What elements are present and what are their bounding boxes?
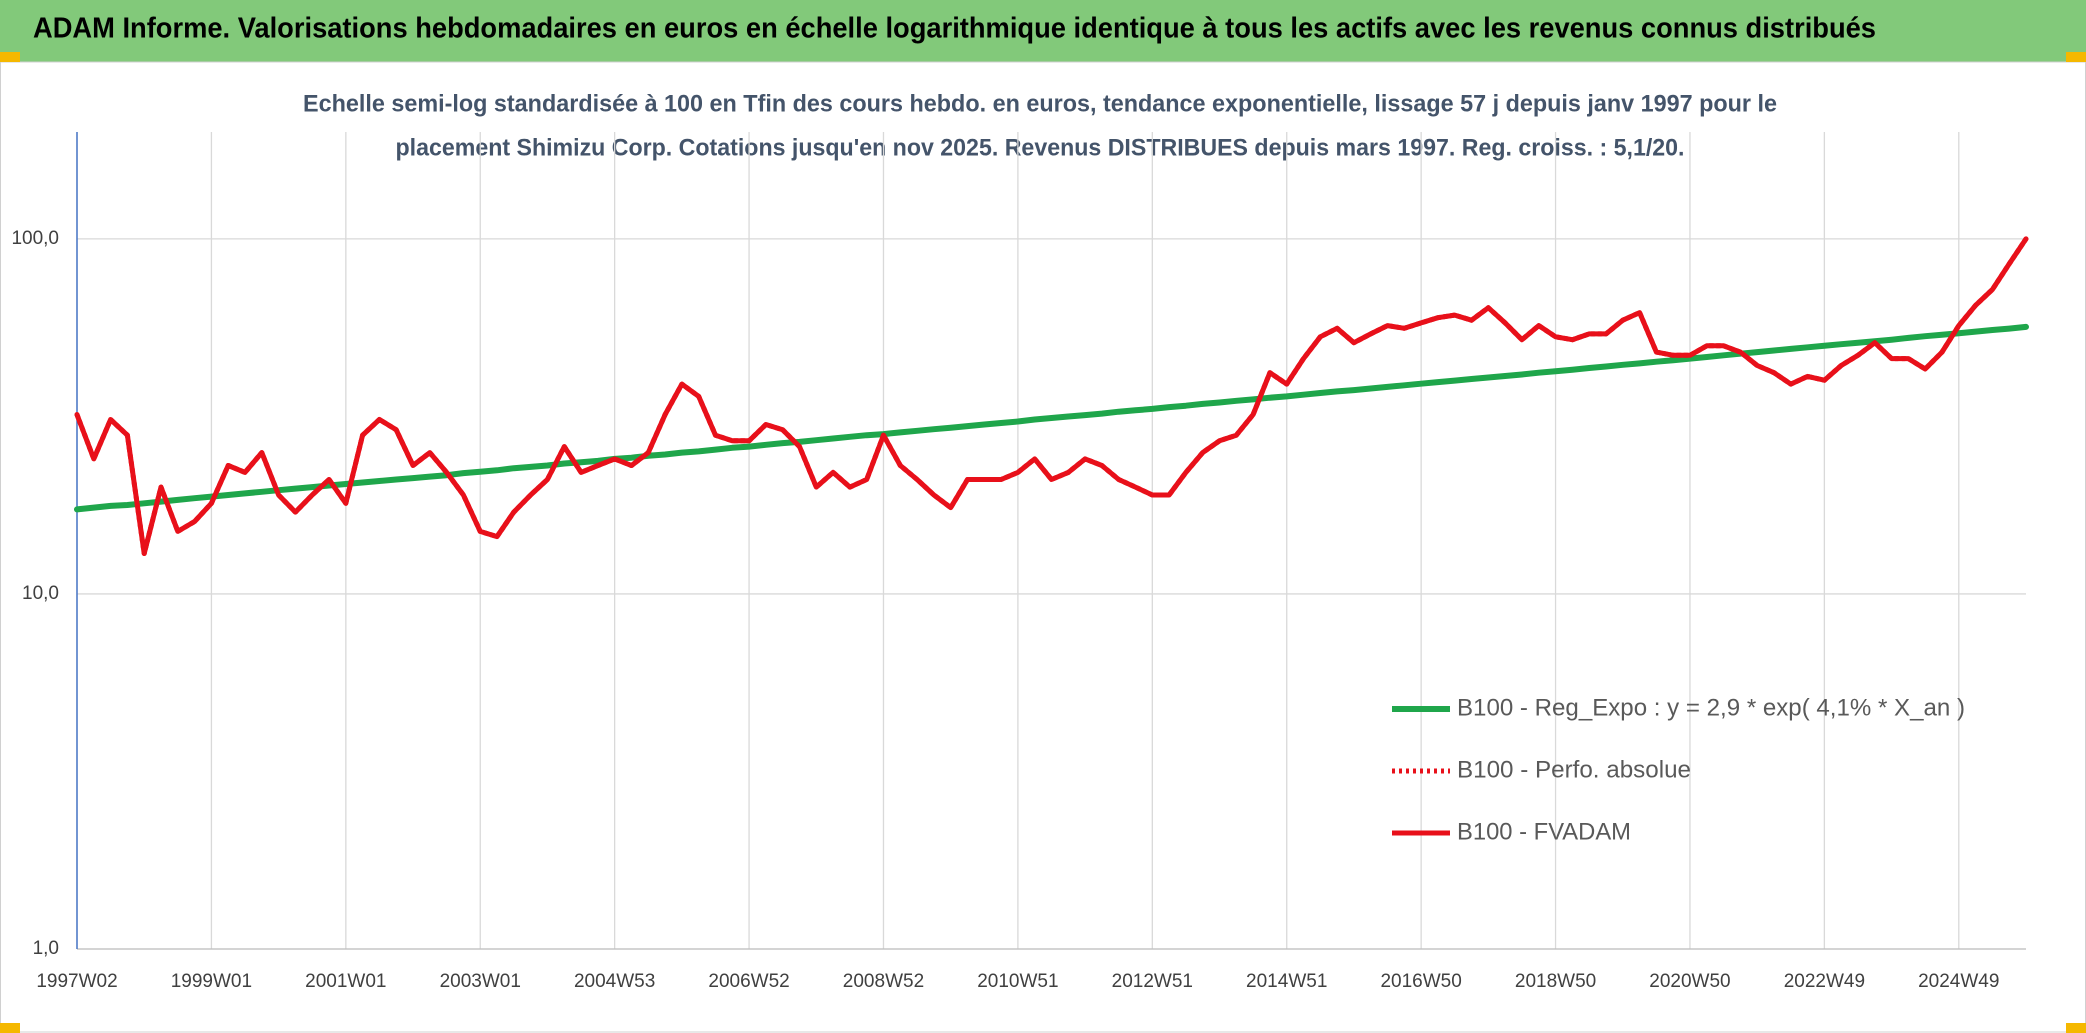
corner: [0, 1023, 20, 1033]
x-tick-label: 2008W52: [843, 971, 924, 992]
y-tick-label: 10,0: [22, 583, 59, 604]
chart-subtitle: Echelle semi-log standardisée à 100 en T…: [303, 90, 1777, 117]
legend-label: B100 - Perfo. absolue: [1457, 756, 1691, 783]
x-tick-label: 2004W53: [574, 971, 655, 992]
chart-title: ADAM Informe. Valorisations hebdomadaire…: [33, 13, 1876, 45]
y-tick-label: 100,0: [11, 228, 59, 249]
x-tick-label: 2010W51: [977, 971, 1058, 992]
x-tick-label: 1997W02: [36, 971, 117, 992]
x-tick-label: 2003W01: [440, 971, 521, 992]
legend-label: B100 - FVADAM: [1457, 818, 1631, 845]
corner: [0, 52, 20, 62]
y-tick-label: 1,0: [33, 938, 59, 959]
x-tick-label: 2006W52: [708, 971, 789, 992]
x-tick-label: 1999W01: [171, 971, 252, 992]
x-tick-label: 2018W50: [1515, 971, 1596, 992]
x-tick-label: 2012W51: [1112, 971, 1193, 992]
corner: [2066, 52, 2086, 62]
data-line: [74, 323, 2029, 513]
x-tick-label: 2020W50: [1649, 971, 1730, 992]
corner: [2066, 1023, 2086, 1033]
legend-label: B100 - Reg_Expo : y = 2,9 * exp( 4,1% * …: [1457, 694, 1965, 721]
x-tick-label: 2022W49: [1784, 971, 1865, 992]
x-tick-label: 2001W01: [305, 971, 386, 992]
x-tick-label: 2016W50: [1380, 971, 1461, 992]
chart-subtitle: placement Shimizu Corp. Cotations jusqu'…: [396, 134, 1685, 161]
data-line: [74, 236, 2029, 556]
x-tick-label: 2024W49: [1918, 971, 1999, 992]
title-bar: [0, 0, 2086, 62]
x-tick-label: 2014W51: [1246, 971, 1327, 992]
chart-frame: [0, 61, 2086, 1033]
